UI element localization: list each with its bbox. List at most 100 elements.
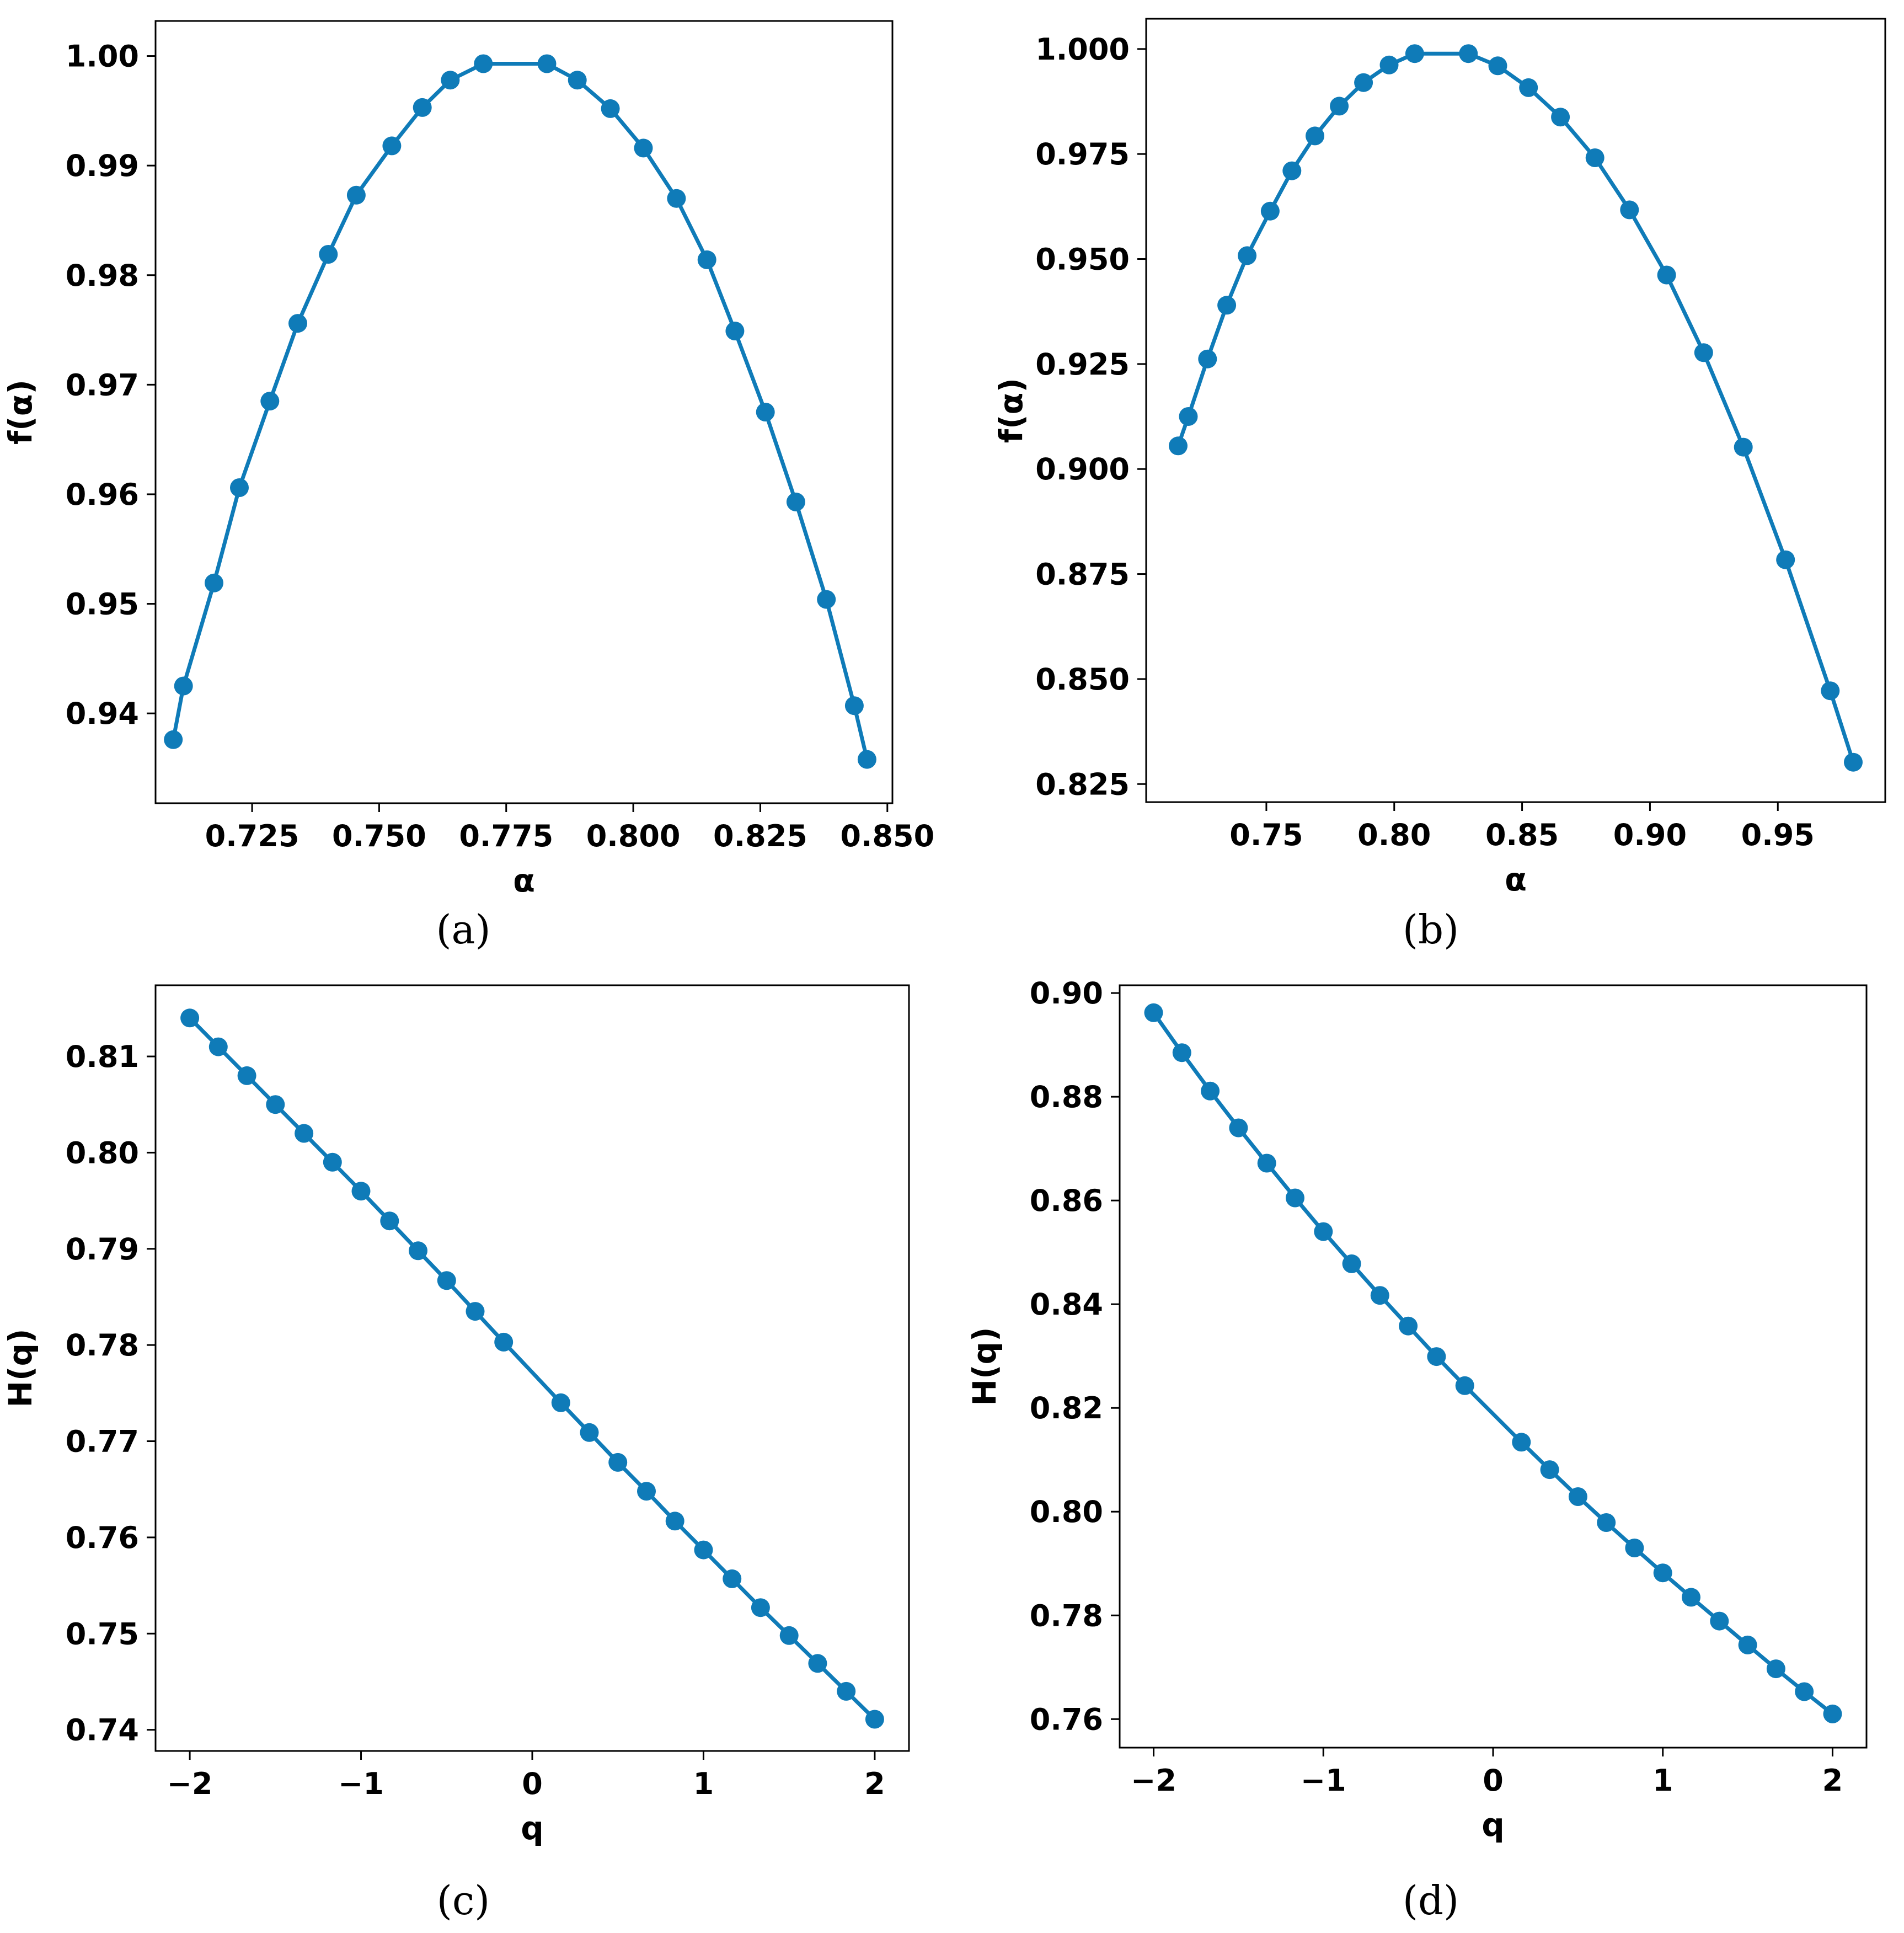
data-point: [723, 1569, 742, 1588]
y-tick-label: 0.88: [1030, 1080, 1103, 1114]
y-tick-label: 0.78: [66, 1328, 139, 1363]
data-point: [466, 1302, 485, 1321]
data-point: [351, 1182, 371, 1201]
panel-label: (a): [436, 906, 490, 953]
data-point: [1354, 73, 1373, 92]
y-tick-label: 0.850: [1035, 662, 1130, 697]
data-point: [1738, 1635, 1757, 1654]
y-tick-label: 1.000: [1035, 32, 1130, 67]
data-point: [1405, 44, 1424, 63]
data-point: [437, 1271, 456, 1290]
data-point: [1379, 55, 1399, 74]
data-point: [164, 730, 183, 749]
data-point: [667, 189, 686, 208]
y-axis-label: H(q): [2, 1328, 39, 1407]
data-point: [634, 138, 653, 158]
data-point: [857, 750, 876, 769]
y-tick-label: 0.97: [66, 367, 139, 402]
data-point: [1585, 148, 1605, 167]
y-tick-label: 0.76: [66, 1520, 139, 1555]
data-point: [323, 1152, 342, 1172]
data-point: [1314, 1222, 1333, 1241]
y-tick-label: 1.00: [66, 39, 139, 74]
data-point: [1229, 1118, 1248, 1138]
data-point: [1217, 296, 1237, 315]
y-axis-label: f(α): [992, 378, 1030, 443]
data-point: [237, 1066, 256, 1085]
y-tick-label: 0.875: [1035, 557, 1130, 592]
chart-panel-b: 0.75 0.80 0.85 0.90 0.95 0.825 0.850 0.875 0.900…: [992, 18, 1886, 953]
data-point: [382, 136, 402, 156]
data-point: [1766, 1659, 1785, 1679]
y-tick-label: 0.75: [66, 1616, 139, 1651]
data-point: [1682, 1588, 1700, 1607]
y-tick-label: 0.81: [66, 1039, 139, 1074]
data-point: [208, 1037, 228, 1056]
data-point: [1776, 550, 1795, 569]
x-tick-label: 1: [1652, 1763, 1673, 1798]
data-point: [837, 1681, 856, 1701]
data-point: [786, 492, 805, 511]
data-point: [180, 1008, 200, 1028]
y-tick-label: 0.98: [66, 258, 139, 293]
y-tick-label: 0.76: [1030, 1702, 1103, 1737]
y-tick-label: 0.975: [1035, 137, 1130, 172]
data-point: [637, 1482, 656, 1501]
data-point: [266, 1095, 285, 1114]
x-tick-label: −2: [167, 1766, 213, 1801]
data-point: [808, 1654, 827, 1673]
data-point: [1286, 1188, 1304, 1208]
data-point: [346, 185, 366, 205]
x-axis-label: q: [521, 1809, 544, 1847]
x-tick-label: 0.775: [459, 819, 553, 853]
data-point: [608, 1453, 628, 1472]
series-line: [171, 62, 869, 760]
data-point: [1653, 1563, 1672, 1583]
chart-panel-c: −2 −1 0 1 2 0.74 0.75 0.76 0.77 0.78 0.79 0.80 0.81 q…: [2, 984, 910, 1924]
data-point: [779, 1626, 799, 1645]
chart-panel-d: −2 −1 0 1 2 0.76 0.78 0.80 0.82 0.84 0.86 0.88 0.90 q…: [966, 976, 1868, 1924]
y-axis-label: f(α): [2, 380, 39, 445]
data-point: [441, 71, 460, 90]
data-point: [1172, 1043, 1191, 1062]
data-point: [1306, 126, 1324, 146]
data-point: [568, 71, 587, 90]
data-point: [1238, 246, 1257, 265]
data-point: [1657, 265, 1676, 285]
data-point: [1625, 1539, 1644, 1557]
x-tick-label: 0.90: [1613, 818, 1687, 852]
data-point: [380, 1211, 399, 1231]
data-point: [1540, 1460, 1559, 1480]
y-axis-label: H(q): [966, 1327, 1003, 1406]
data-point: [1551, 108, 1570, 127]
data-point: [1179, 407, 1198, 426]
data-point: [580, 1423, 599, 1442]
x-tick-label: 0.75: [1229, 818, 1303, 852]
x-tick-label: 2: [864, 1766, 885, 1801]
data-point: [295, 1124, 314, 1143]
x-tick-label: 0.825: [713, 819, 807, 853]
data-point: [474, 54, 493, 73]
data-point: [1342, 1254, 1361, 1273]
y-tick-label: 0.94: [66, 696, 139, 731]
data-point: [756, 403, 775, 421]
data-point: [1201, 1081, 1220, 1101]
x-axis-label: α: [513, 862, 535, 899]
data-point: [409, 1241, 427, 1261]
data-point: [1427, 1347, 1446, 1366]
data-point: [1512, 1433, 1531, 1452]
data-point: [601, 99, 620, 118]
data-point: [1823, 1704, 1842, 1723]
y-tick-label: 0.84: [1030, 1287, 1103, 1322]
panel-label: (b): [1403, 906, 1459, 953]
data-point: [725, 322, 745, 340]
y-tick-label: 0.900: [1035, 452, 1130, 487]
y-tick-label: 0.90: [1030, 976, 1103, 1011]
y-tick-label: 0.95: [66, 587, 139, 622]
data-point: [537, 54, 557, 73]
data-point: [319, 245, 338, 264]
y-tick-label: 0.78: [1030, 1598, 1103, 1633]
x-tick-label: 1: [693, 1766, 714, 1801]
data-point: [1455, 1376, 1474, 1395]
